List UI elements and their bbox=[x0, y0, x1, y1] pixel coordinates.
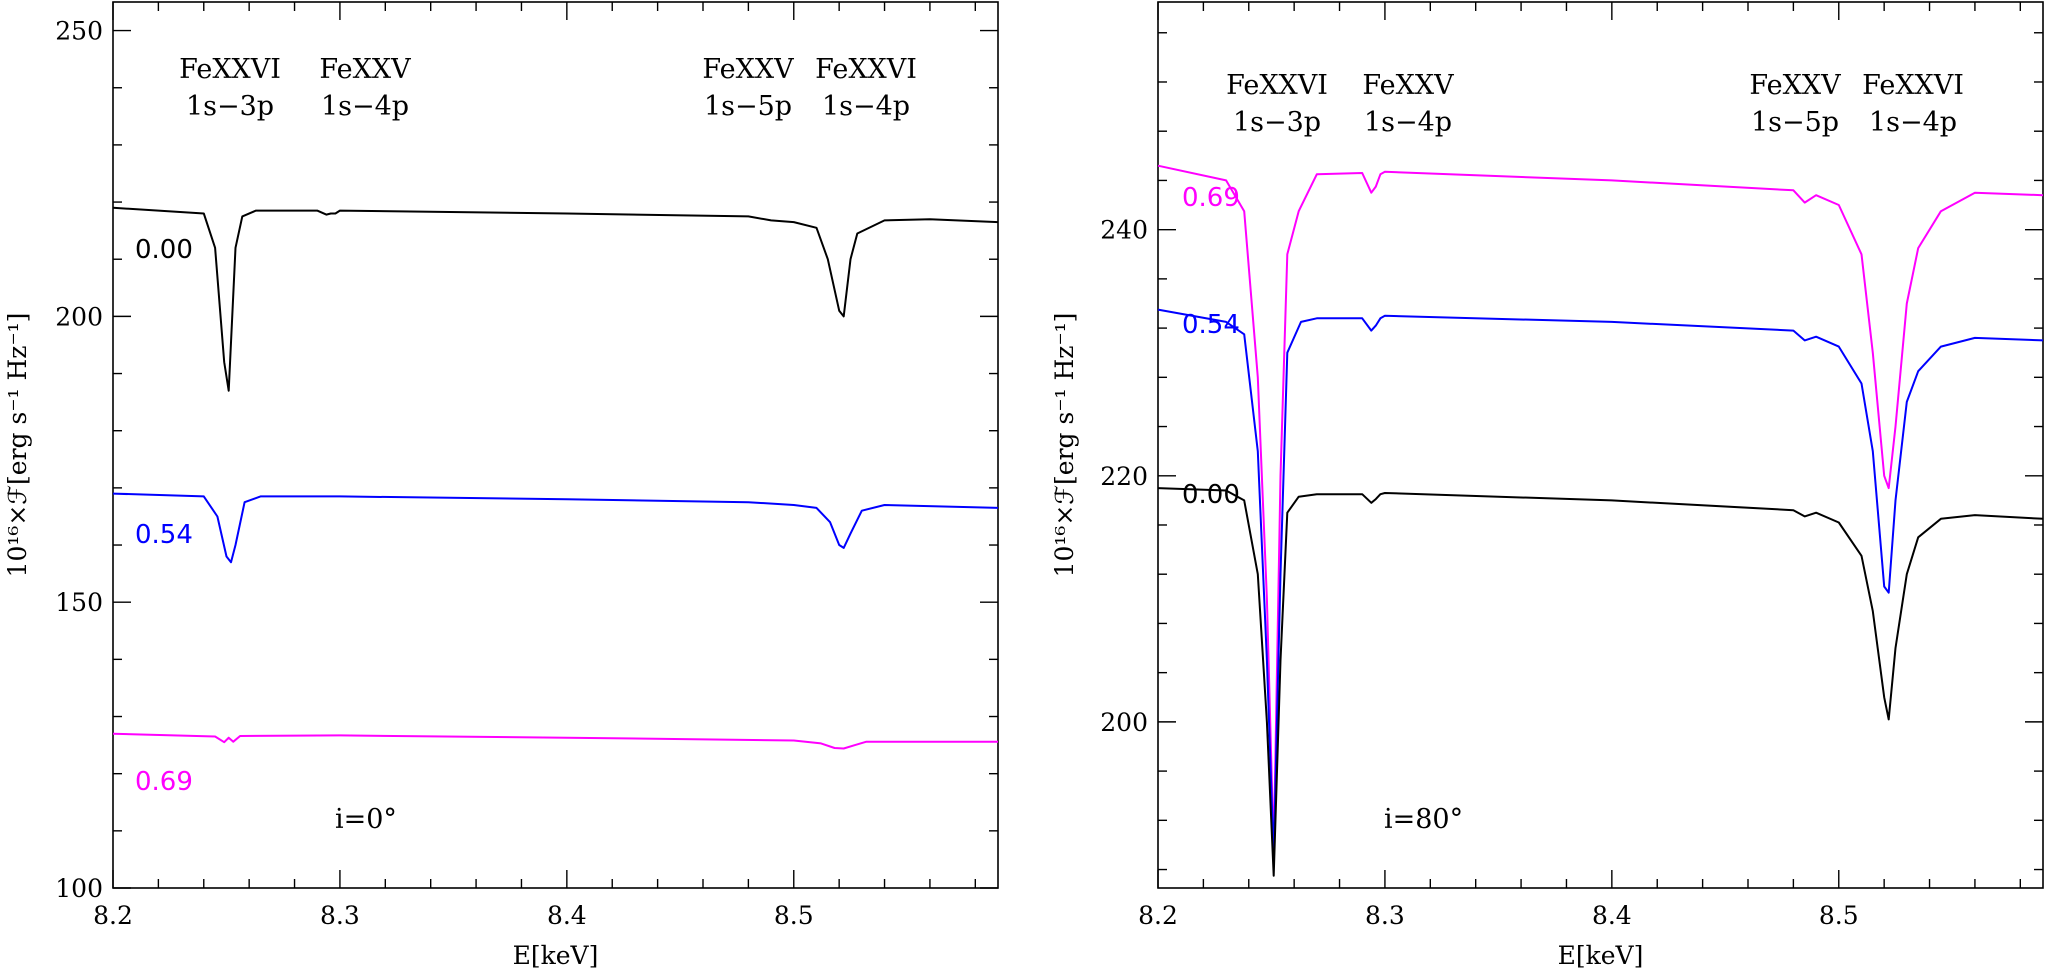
line-ion-label: FeXXVI bbox=[1862, 70, 1964, 101]
y-tick-label: 220 bbox=[1100, 462, 1148, 491]
x-tick-label: 8.4 bbox=[547, 901, 587, 930]
series-label: 0.00 bbox=[135, 235, 193, 265]
plot-frame bbox=[1157, 1, 2044, 889]
line-transition-label: 1s−3p bbox=[1233, 107, 1321, 138]
inclination-label: i=80° bbox=[1384, 804, 1463, 835]
x-tick-label: 8.2 bbox=[93, 901, 133, 930]
line-ion-label: FeXXV bbox=[1362, 70, 1454, 101]
x-axis-label: E[keV] bbox=[513, 941, 599, 970]
line-ion-label: FeXXV bbox=[319, 54, 411, 85]
right-panel: 8.2 8.3 8.4 8.5 200 220 240 E[keV] 10¹⁶×ℱ[erg s⁻… bbox=[1050, 1, 2044, 970]
plot-frame bbox=[112, 1, 999, 889]
line-ion-label: FeXXV bbox=[1749, 70, 1841, 101]
series-label: 0.54 bbox=[135, 520, 193, 550]
x-axis-label: E[keV] bbox=[1558, 941, 1644, 970]
line-transition-label: 1s−4p bbox=[1869, 107, 1957, 138]
left-panel: 8.2 8.3 8.4 8.5 100 150 200 250 E[keV] 10¹⁶×ℱ[erg… bbox=[3, 1, 999, 970]
x-tick-label: 8.3 bbox=[1365, 901, 1405, 930]
y-axis-label: 10¹⁶×ℱ[erg s⁻¹ Hz⁻¹] bbox=[1050, 313, 1079, 578]
y-axis-label: 10¹⁶×ℱ[erg s⁻¹ Hz⁻¹] bbox=[3, 313, 32, 578]
line-ion-label: FeXXVI bbox=[815, 54, 917, 85]
x-tick-label: 8.3 bbox=[320, 901, 360, 930]
line-transition-label: 1s−4p bbox=[321, 91, 409, 122]
x-tick-label: 8.5 bbox=[1819, 901, 1859, 930]
y-tick-label: 100 bbox=[55, 874, 103, 903]
x-tick-label: 8.2 bbox=[1138, 901, 1178, 930]
series-line-0-69 bbox=[112, 732, 998, 750]
x-tick-label: 8.4 bbox=[1592, 901, 1632, 930]
series-line-0-54 bbox=[112, 492, 999, 564]
y-tick-label: 200 bbox=[1100, 708, 1148, 737]
series-label: 0.69 bbox=[135, 767, 193, 797]
line-transition-label: 1s−3p bbox=[186, 91, 274, 122]
line-transition-label: 1s−5p bbox=[1751, 107, 1839, 138]
line-ion-label: FeXXVI bbox=[179, 54, 281, 85]
series-line-0-00 bbox=[112, 206, 999, 392]
y-tick-label: 200 bbox=[55, 302, 103, 331]
line-ion-label: FeXXVI bbox=[1226, 70, 1328, 101]
y-tick-label: 240 bbox=[1100, 216, 1148, 245]
line-transition-label: 1s−4p bbox=[1364, 107, 1452, 138]
series-label: 0.69 bbox=[1182, 183, 1240, 213]
series-label: 0.54 bbox=[1182, 310, 1240, 340]
series-label: 0.00 bbox=[1182, 480, 1240, 510]
line-transition-label: 1s−5p bbox=[704, 91, 792, 122]
line-ion-label: FeXXV bbox=[702, 54, 794, 85]
line-transition-label: 1s−4p bbox=[822, 91, 910, 122]
x-tick-label: 8.5 bbox=[774, 901, 814, 930]
y-tick-label: 150 bbox=[55, 588, 103, 617]
inclination-label: i=0° bbox=[335, 804, 397, 835]
y-tick-label: 250 bbox=[55, 17, 103, 46]
series-line-0-00 bbox=[1157, 487, 2044, 877]
series-line-0-54 bbox=[1157, 308, 2044, 859]
